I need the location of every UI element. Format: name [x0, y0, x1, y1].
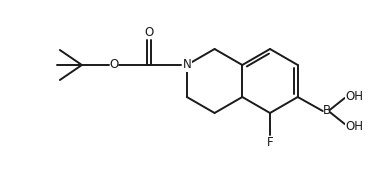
Text: OH: OH [346, 90, 364, 103]
Text: N: N [183, 59, 191, 72]
Text: B: B [323, 104, 331, 117]
Text: OH: OH [346, 119, 364, 132]
Text: O: O [109, 59, 118, 72]
Text: F: F [267, 137, 273, 150]
Text: O: O [144, 25, 153, 38]
